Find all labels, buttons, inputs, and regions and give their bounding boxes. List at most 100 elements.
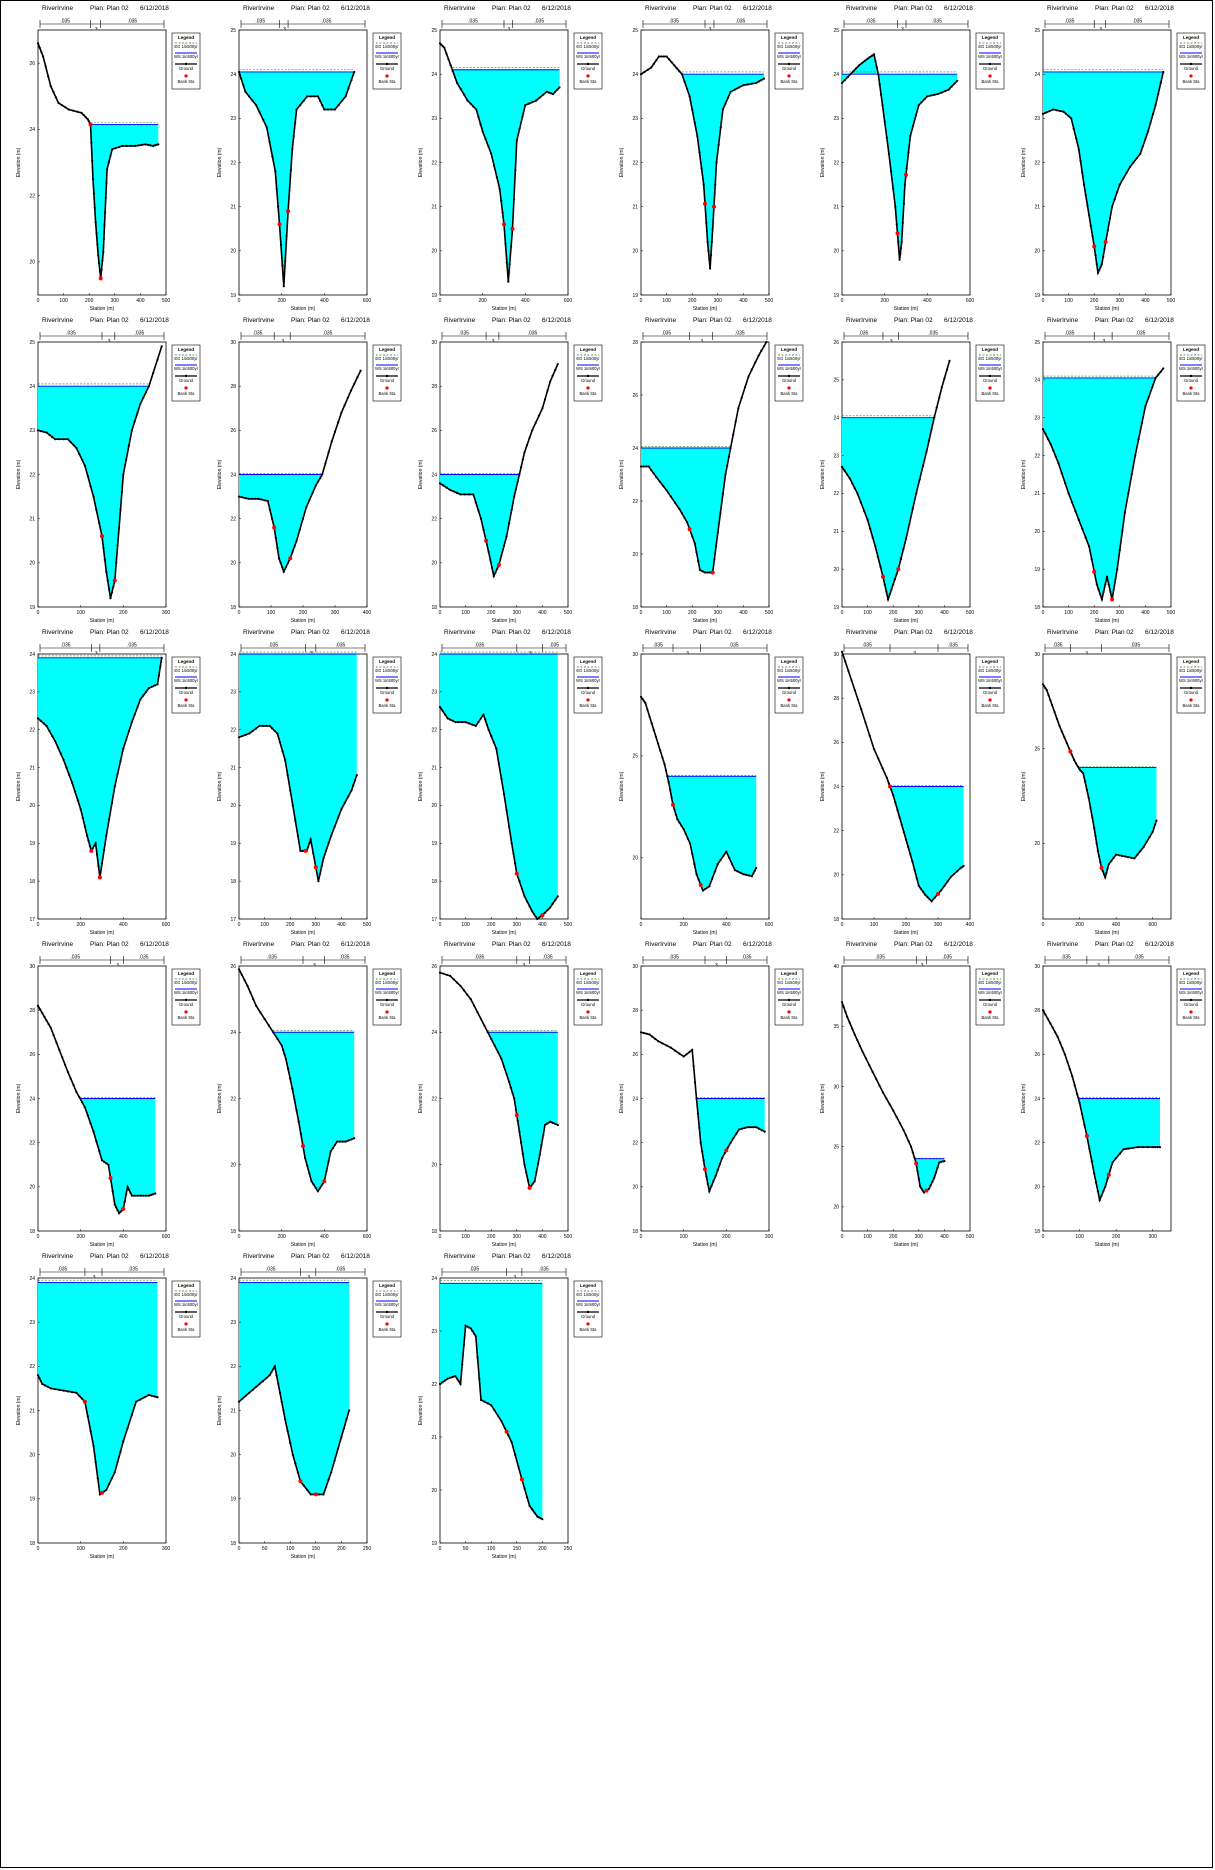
ground-point — [913, 868, 916, 871]
legend-box — [1176, 344, 1206, 402]
ground-point — [660, 55, 663, 58]
ground-point — [479, 1017, 483, 1021]
y-tick-label: 22 — [431, 1096, 437, 1102]
ground-point — [1095, 842, 1098, 845]
ground-point — [107, 1163, 110, 1166]
y-tick-label: 24 — [431, 472, 437, 478]
ground-point — [874, 545, 877, 548]
ground-point — [936, 1166, 939, 1169]
ground-point — [890, 788, 893, 791]
x-tick-label: 300 — [714, 298, 723, 304]
ground-point — [938, 396, 941, 399]
ground-point — [750, 82, 753, 85]
ground-point — [702, 570, 705, 573]
n-value-right: .035 — [1132, 19, 1142, 25]
ground-point — [313, 95, 316, 98]
ground-point — [760, 349, 763, 352]
ground-point — [1102, 873, 1106, 876]
ground-point — [296, 834, 299, 837]
ground-point — [639, 465, 643, 468]
ground-point — [686, 87, 689, 90]
ground-point — [911, 860, 914, 863]
ground-point — [47, 1023, 50, 1026]
ground-point — [156, 358, 159, 361]
ground-point — [1041, 428, 1045, 431]
ground-point — [92, 495, 95, 498]
header-plan: Plan: Plan 02 — [291, 317, 330, 324]
y-tick-label: 22 — [632, 1140, 638, 1146]
ground-point — [921, 1189, 924, 1192]
ground-point — [885, 136, 888, 139]
ground-point — [441, 1381, 444, 1384]
ground-point — [1060, 730, 1063, 733]
ground-point — [941, 1160, 944, 1163]
legend-box — [975, 968, 1005, 1026]
ground-point — [695, 1097, 698, 1100]
ground-point — [518, 473, 521, 476]
ground-point — [674, 501, 677, 504]
y-tick-label: 25 — [632, 754, 638, 760]
ground-point — [497, 762, 500, 765]
ground-point — [347, 87, 350, 90]
ground-point — [284, 566, 287, 569]
legend-eg-label: EG 1in500yr — [375, 356, 399, 361]
ground-point — [514, 168, 517, 171]
y-axis-label: Elevation (m) — [418, 771, 424, 801]
ground-point — [331, 1147, 334, 1150]
legend-bank-label: Bank Sta — [580, 703, 598, 708]
n-value-right: .035 — [336, 1267, 346, 1273]
ground-point — [719, 126, 722, 129]
ground-point — [698, 1126, 701, 1129]
water-area — [696, 1098, 765, 1192]
ground-point — [505, 809, 508, 812]
legend-title: Legend — [178, 971, 194, 976]
ground-point — [42, 722, 45, 725]
ground-point — [1162, 70, 1165, 74]
ground-point — [1061, 1047, 1064, 1050]
n-value-right: .035 — [135, 331, 145, 337]
ground-point — [1130, 856, 1133, 859]
ground-point — [924, 893, 927, 896]
ground-point — [295, 539, 298, 542]
ground-point — [843, 469, 846, 472]
x-tick-label: 200 — [889, 610, 898, 616]
ground-point — [294, 121, 297, 124]
y-tick-label: 21 — [431, 1435, 437, 1441]
ground-point — [846, 1015, 849, 1018]
ground-point — [508, 522, 511, 525]
n-value-left: .035 — [267, 955, 277, 961]
legend-bank-label: Bank Sta — [580, 1015, 598, 1020]
legend-title: Legend — [379, 347, 395, 352]
ground-point — [100, 268, 103, 271]
ground-point — [476, 1356, 479, 1359]
ground-point — [670, 61, 673, 64]
ground-point — [247, 497, 250, 500]
legend-ws-label: WS 1in500yr — [978, 990, 1003, 995]
ground-point — [869, 527, 872, 530]
ground-point — [110, 801, 114, 804]
ground-point — [848, 1021, 851, 1024]
ground-point — [449, 64, 452, 67]
ground-point — [545, 90, 548, 93]
x-tick-label: 200 — [299, 610, 308, 616]
ground-point — [868, 56, 871, 59]
ground-point — [1095, 583, 1098, 586]
ground-point — [753, 869, 756, 872]
y-tick-label: 24 — [833, 784, 839, 790]
ground-point — [749, 1126, 752, 1129]
ground-point — [709, 267, 712, 270]
ground-point — [750, 875, 753, 878]
ground-point — [261, 724, 264, 727]
ground-point — [729, 446, 732, 450]
ground-point — [322, 1493, 325, 1496]
y-tick-label: 20 — [230, 249, 236, 255]
x-tick-label: 500 — [966, 610, 975, 616]
ground-point — [160, 656, 163, 659]
header-date: 6/12/2018 — [743, 941, 772, 948]
ground-point — [515, 139, 518, 142]
ground-point — [735, 1132, 738, 1135]
ground-point — [78, 1095, 81, 1099]
ground-point — [849, 73, 852, 76]
ground-point — [88, 844, 91, 847]
ground-point — [887, 782, 890, 785]
